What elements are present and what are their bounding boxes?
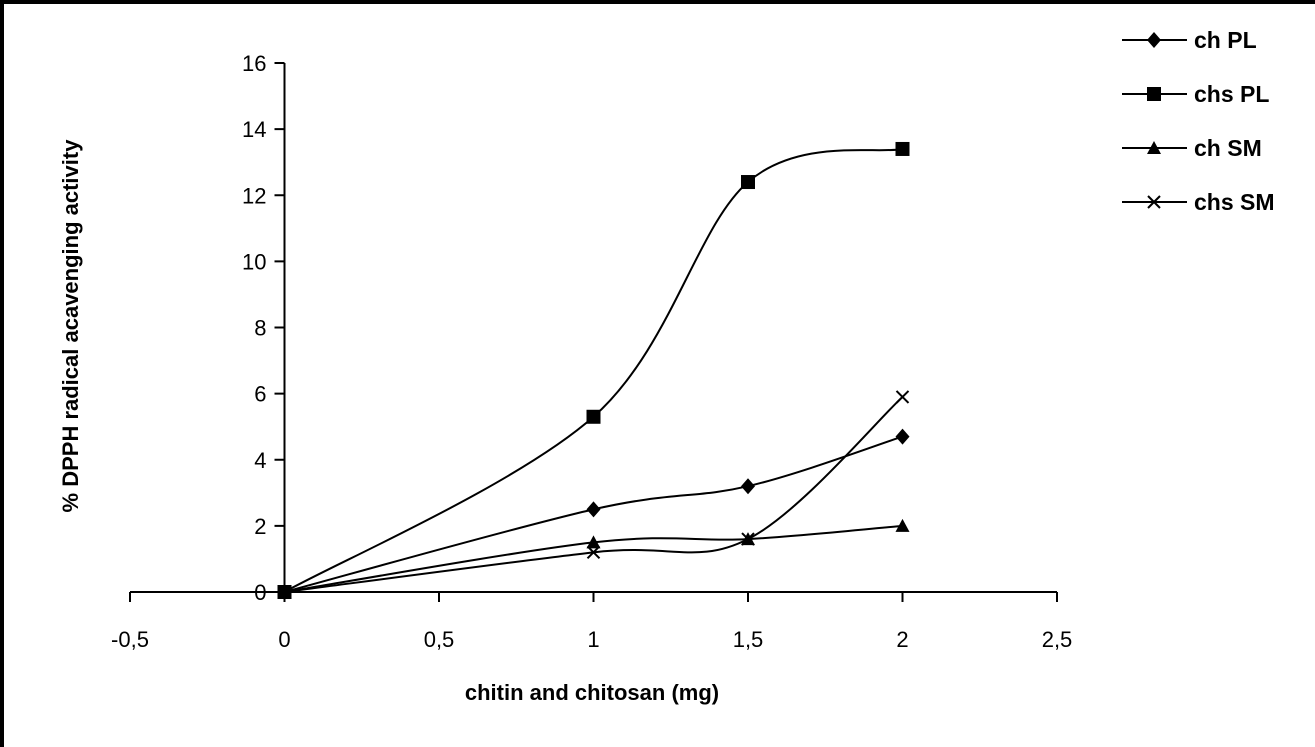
series-layer <box>277 141 910 600</box>
y-tick-label: 16 <box>242 51 266 76</box>
data-point-diamond <box>895 428 910 445</box>
legend-label: chs PL <box>1194 81 1269 107</box>
series-line <box>284 147 903 593</box>
legend-marker <box>1147 32 1161 48</box>
data-point-x-stroke <box>741 532 755 546</box>
data-point-triangle <box>586 535 601 549</box>
data-point-x-stroke <box>586 545 601 560</box>
y-tick-label: 4 <box>254 448 266 473</box>
legend: ch PL chs PL ch SM chs SM <box>1122 27 1275 215</box>
y-tick-label: 2 <box>254 514 266 539</box>
x-tick-label: -0,5 <box>111 627 149 652</box>
series-line <box>284 396 904 593</box>
series-chs-pl <box>277 141 910 599</box>
data-point-square <box>741 175 755 190</box>
data-point-x-stroke <box>277 585 292 599</box>
data-point-diamond <box>586 501 601 518</box>
data-point-square <box>586 409 601 424</box>
legend-marker <box>1147 141 1161 154</box>
data-point-triangle <box>895 518 910 532</box>
data-point-x <box>586 545 601 560</box>
data-point-square <box>895 141 910 156</box>
data-point-diamond <box>741 478 755 495</box>
y-axis-title: % DPPH radical acavenging activity <box>58 139 83 513</box>
x-axis-title: chitin and chitosan (mg) <box>465 680 719 705</box>
data-point-x <box>741 532 755 546</box>
axes: -0,5 0 0,5 1 1,5 2 2,5 0 2 4 6 8 10 12 14 16 <box>111 51 1072 652</box>
y-tick-label: 10 <box>242 249 266 274</box>
legend-entry: chs SM <box>1122 189 1275 215</box>
y-tick-label: 8 <box>254 316 266 341</box>
x-tick-label: 2 <box>896 627 908 652</box>
y-tick-label: 14 <box>242 117 266 142</box>
legend-entry: ch SM <box>1122 135 1262 161</box>
series-ch-sm <box>277 518 910 598</box>
data-point-x <box>895 390 910 404</box>
y-tick-label: 6 <box>254 382 266 407</box>
x-tick-label: 1,5 <box>733 627 764 652</box>
x-tick-label: 2,5 <box>1042 627 1073 652</box>
y-tick-label: 12 <box>242 183 266 208</box>
legend-entry: ch PL <box>1122 27 1257 53</box>
legend-entry: chs PL <box>1122 81 1269 107</box>
x-tick-label: 0,5 <box>424 627 455 652</box>
series-ch-pl <box>277 428 910 600</box>
legend-label: ch SM <box>1194 135 1262 161</box>
legend-label: chs SM <box>1194 189 1275 215</box>
series-chs-sm <box>277 390 910 599</box>
series-line <box>284 435 903 593</box>
data-point-x-stroke <box>895 390 910 404</box>
data-point-x <box>277 585 292 599</box>
legend-marker <box>1147 87 1161 101</box>
legend-marker-stroke <box>1147 195 1161 209</box>
x-tick-label: 1 <box>587 627 599 652</box>
legend-marker <box>1147 195 1161 209</box>
legend-label: ch PL <box>1194 27 1257 53</box>
x-tick-label: 0 <box>278 627 290 652</box>
series-line <box>284 524 903 593</box>
y-tick-label: 0 <box>254 580 266 605</box>
